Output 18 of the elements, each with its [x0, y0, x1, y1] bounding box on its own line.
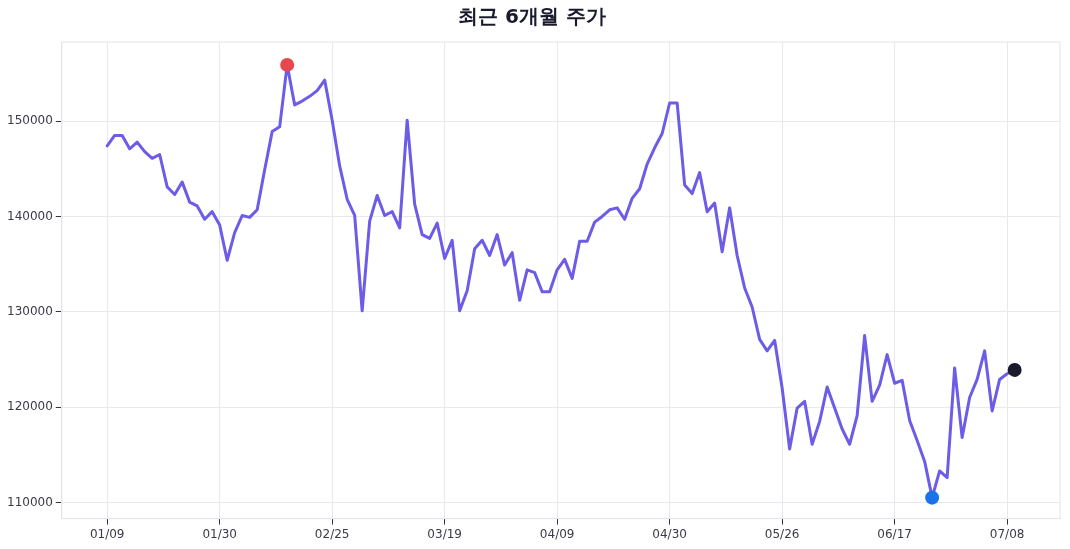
x-tick-label: 02/25: [314, 526, 350, 541]
x-tick-label: 05/26: [764, 526, 800, 541]
point: [280, 57, 295, 72]
x-tick-label: 01/09: [89, 526, 125, 541]
chart-title: 최근 6개월 주가: [458, 4, 606, 29]
x-tick-label: 06/17: [877, 526, 912, 541]
x-tick-label: 04/30: [652, 526, 687, 541]
x-tick-label: 04/09: [539, 526, 575, 541]
x-tick-label: 07/08: [989, 526, 1025, 541]
y-tick-label: 150000: [7, 113, 53, 128]
point: [1007, 362, 1022, 377]
x-tick-label: 01/30: [202, 526, 237, 541]
x-tick-label: 03/19: [427, 526, 462, 541]
y-tick-label: 120000: [7, 399, 53, 414]
y-tick-label: 140000: [7, 208, 53, 223]
y-tick-label: 110000: [7, 494, 53, 509]
point: [925, 490, 940, 505]
y-tick-label: 130000: [7, 303, 53, 318]
